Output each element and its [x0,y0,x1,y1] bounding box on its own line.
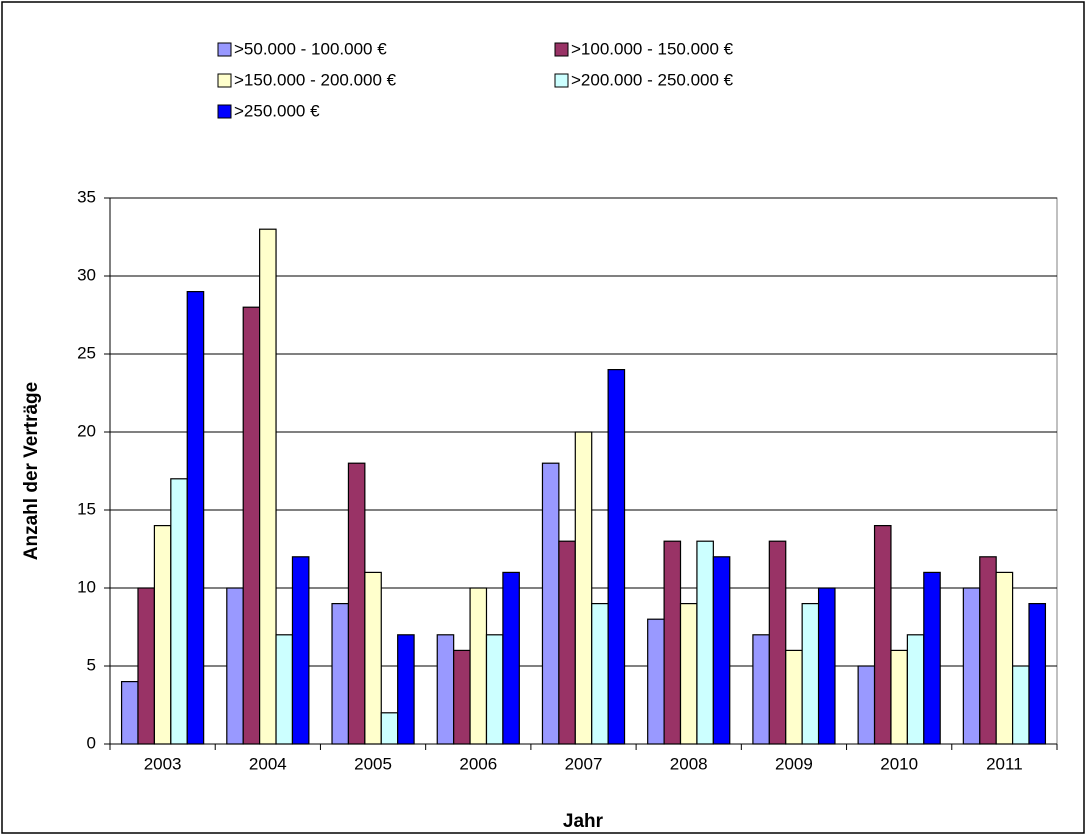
bar [226,587,244,745]
legend-label: >250.000 € [234,101,320,120]
y-tick-label: 20 [77,421,96,440]
bar [1011,665,1030,745]
x-tick-label: 2007 [565,754,603,773]
bar [242,306,261,745]
bar [873,524,892,745]
bar [979,556,997,745]
legend-swatch [217,73,232,88]
legend-label: >150.000 - 200.000 € [234,70,397,89]
bar [712,556,731,745]
x-tick-label: 2010 [880,754,918,773]
bar [1028,602,1047,745]
bar [558,540,576,745]
bar [696,540,714,745]
bar [469,587,488,745]
bar [785,649,803,745]
bar [380,712,399,745]
legend-label: >100.000 - 150.000 € [571,39,734,58]
y-axis-title: Anzahl der Verträge [21,382,42,560]
bar [923,571,941,745]
bar [186,291,205,745]
bar [170,478,188,745]
bar [453,649,471,745]
bar [364,571,382,745]
bar [502,571,520,745]
bar [752,634,770,745]
x-tick-label: 2009 [775,754,813,773]
legend-label: >50.000 - 100.000 € [234,39,387,58]
bar [817,587,836,745]
bar [857,665,876,745]
bar [995,571,1014,745]
x-tick-label: 2008 [670,754,708,773]
x-tick-label: 2011 [986,754,1023,773]
bar [331,602,350,745]
x-tick-label: 2004 [249,754,287,773]
x-tick-label: 2005 [354,754,392,773]
bar [436,634,455,745]
bar [768,540,787,745]
bar [591,602,609,745]
y-tick-label: 5 [87,655,96,674]
bar [120,680,139,745]
y-tick-label: 0 [87,733,96,752]
bar [485,634,504,745]
legend-swatch [217,104,232,119]
y-tick-label: 10 [77,577,96,596]
bar [541,462,560,745]
bar [607,369,626,745]
bar [890,649,908,745]
bar [397,634,415,745]
bar [679,602,698,745]
bar [647,618,665,745]
legend-label: >200.000 - 250.000 € [571,70,734,89]
bar [291,556,310,745]
y-tick-label: 25 [77,343,96,362]
legend-swatch [217,42,232,57]
legend-swatch [554,73,569,88]
bar [906,634,925,745]
y-tick-label: 30 [77,265,96,284]
bar [275,634,294,745]
x-tick-label: 2003 [144,754,182,773]
bar [663,540,682,745]
bar [962,587,981,745]
bar [259,228,277,745]
legend-swatch [554,42,569,57]
bar [153,524,172,745]
bar [347,462,366,745]
x-tick-label: 2006 [459,754,497,773]
x-axis-title: Jahr [563,811,604,832]
y-tick-label: 15 [77,499,96,518]
bar [137,587,156,745]
bar [801,602,820,745]
bar [574,431,593,745]
y-tick-label: 35 [77,187,96,206]
